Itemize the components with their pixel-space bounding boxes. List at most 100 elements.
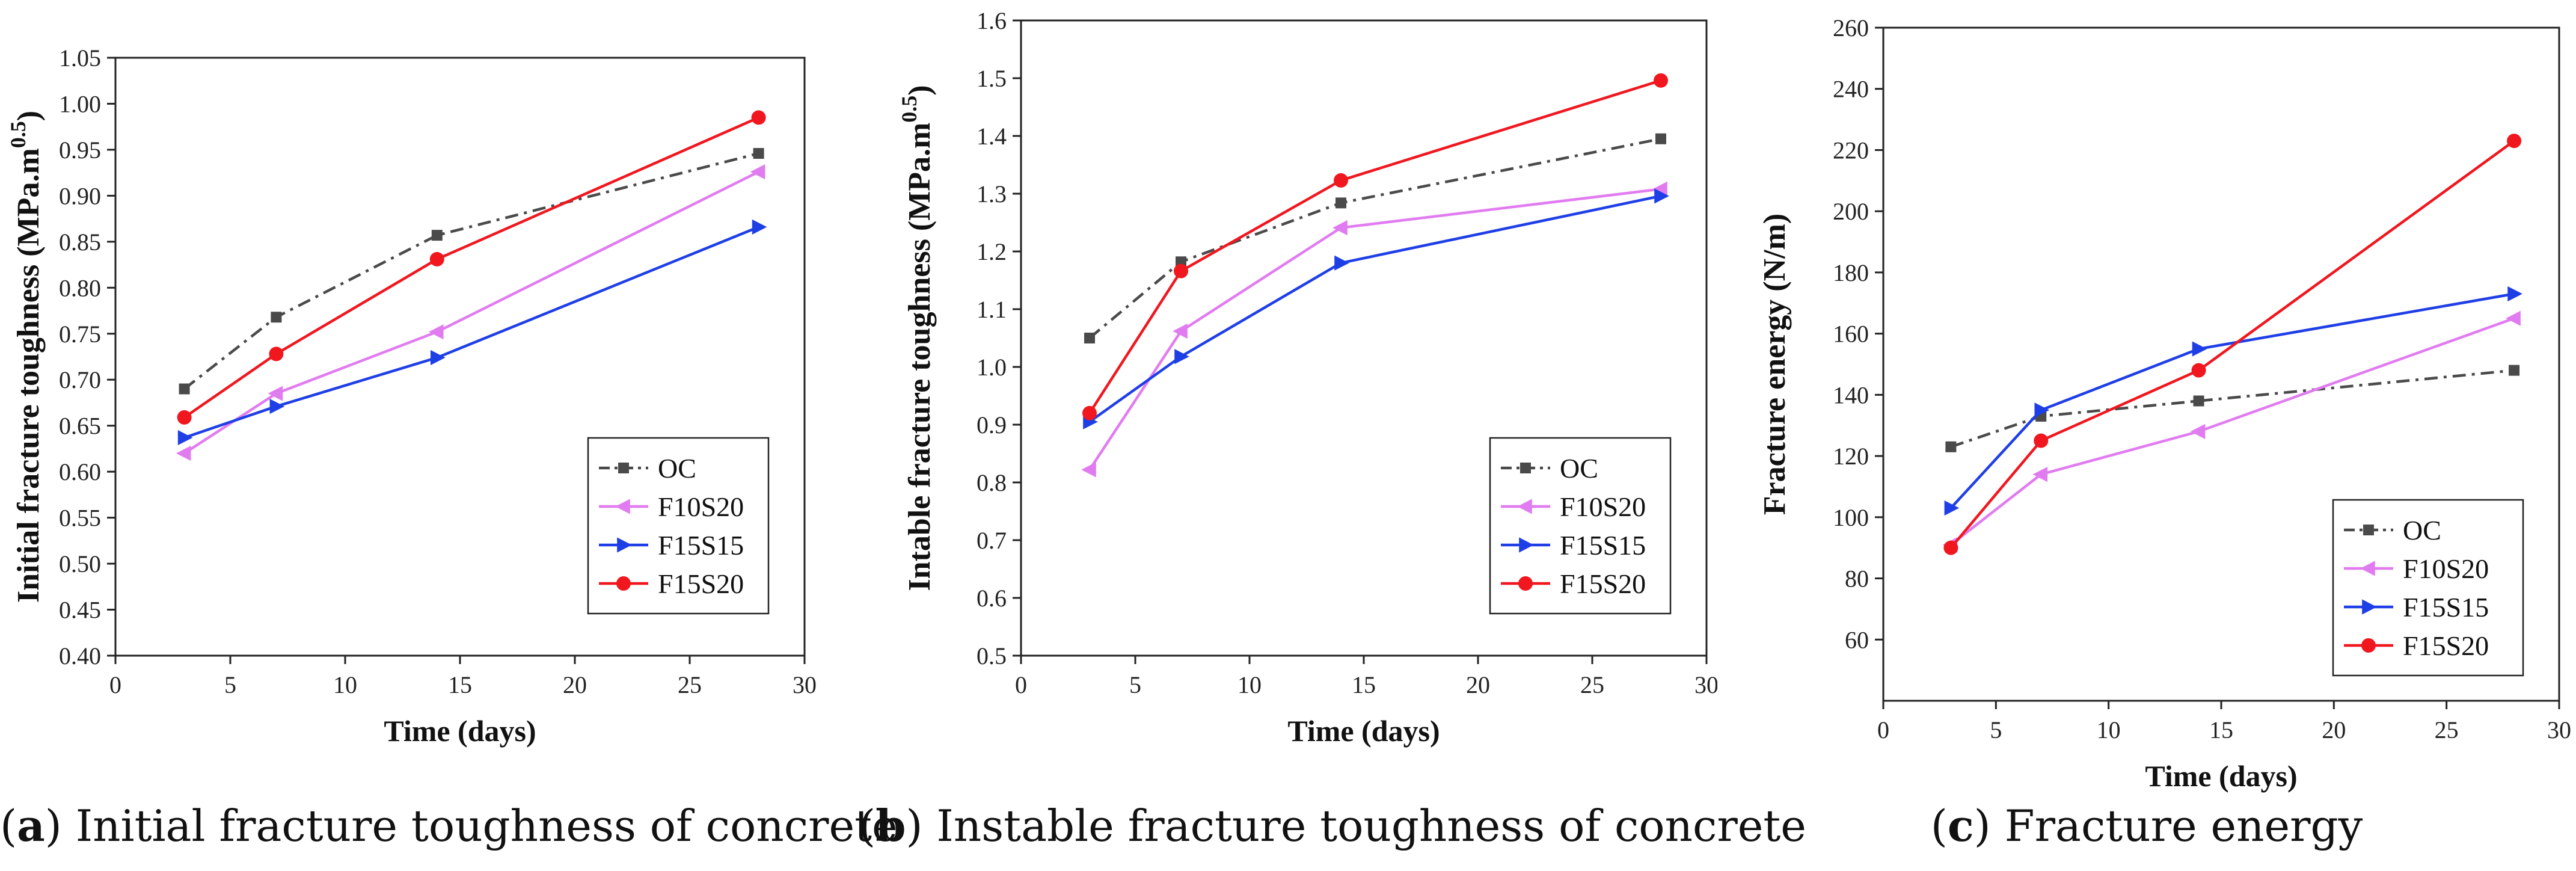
- legend-marker-f10s20: [615, 499, 630, 514]
- y-axis-title: Intable fracture toughness (MPa.m0.5): [897, 85, 937, 591]
- x-tick-label: 30: [2547, 716, 2571, 743]
- data-point-f15s20: [177, 410, 192, 425]
- y-tick-label: 0.75: [59, 321, 101, 348]
- legend: OC F10S20 F15S15 F15S20: [2332, 499, 2524, 677]
- y-tick-label: 240: [1833, 76, 1869, 103]
- data-point-f10s20: [1081, 462, 1096, 478]
- y-tick-label: 0.65: [59, 413, 101, 440]
- x-axis-title: Time (days): [2145, 759, 2297, 793]
- data-point-oc: [753, 148, 764, 159]
- data-point-oc: [179, 383, 190, 395]
- chart-instable-fracture-toughness: 0 5 10 15 20 25 30 0.5 0.6 0.7 0.8 0.9 1.0 1.1 1.2 1.3 1…: [897, 7, 1717, 748]
- y-tick-label: 0.8: [977, 469, 1007, 496]
- x-axis: 0 5 10 15 20 25 30: [109, 656, 817, 698]
- caption-c-text: Fracture energy: [1990, 801, 2363, 851]
- x-axis-title: Time (days): [384, 714, 536, 748]
- x-tick-label: 20: [563, 671, 587, 698]
- data-point-f15s15: [1174, 349, 1189, 365]
- series-f15s20: [177, 110, 766, 425]
- y-tick-label: 0.50: [59, 550, 101, 577]
- series-f10s20: [176, 164, 765, 461]
- y-axis-title-exponent: 0.5: [897, 96, 921, 123]
- x-tick-label: 15: [2209, 716, 2233, 743]
- y-axis: 0.5 0.6 0.7 0.8 0.9 1.0 1.1 1.2 1.3 1.4 1.5 1.6: [977, 7, 1021, 669]
- x-tick-label: 0: [1015, 671, 1027, 698]
- series-line-f15s15: [1088, 194, 1661, 423]
- data-point-oc: [1945, 441, 1957, 452]
- y-tick-label: 0.95: [59, 137, 101, 164]
- series-line-f15s20: [183, 116, 759, 419]
- data-point-f15s15: [1654, 188, 1669, 204]
- legend-marker-f15s15: [1519, 537, 1534, 553]
- series-oc: [179, 148, 764, 395]
- legend-label-f15s15: F15S15: [658, 530, 744, 561]
- series-line-f10s20: [1950, 317, 2515, 546]
- data-point-f15s20: [1174, 263, 1188, 279]
- y-tick-label: 0.5: [977, 642, 1007, 669]
- x-tick-label: 20: [2322, 716, 2346, 743]
- y-tick-label: 0.85: [59, 229, 101, 256]
- data-point-f15s15: [2034, 402, 2050, 418]
- chart-fracture-energy: 0 5 10 15 20 25 30 60 80 100 120 140 160 180 200 220 240…: [1758, 14, 2571, 793]
- series-line-oc: [183, 152, 759, 390]
- data-point-oc: [2193, 395, 2204, 407]
- y-tick-label: 1.5: [977, 65, 1007, 92]
- legend-marker-f15s15: [2362, 599, 2377, 615]
- series-line-f15s15: [183, 226, 759, 439]
- y-tick-label: 0.9: [977, 411, 1007, 439]
- series-f15s20: [1082, 73, 1668, 420]
- x-tick-label: 25: [678, 671, 702, 698]
- y-tick-label: 0.90: [59, 182, 101, 209]
- data-point-f15s15: [431, 349, 446, 366]
- data-point-f15s20: [1082, 405, 1097, 420]
- data-point-f10s20: [750, 164, 765, 180]
- data-point-f15s15: [269, 398, 285, 414]
- data-point-f10s20: [429, 324, 444, 340]
- legend-marker-f15s20: [2361, 638, 2376, 653]
- data-point-f15s20: [1943, 540, 1958, 555]
- data-point-oc: [2509, 365, 2520, 376]
- data-point-oc: [1655, 133, 1666, 144]
- y-tick-label: 0.40: [59, 642, 101, 669]
- legend: OC F10S20 F15S15 F15S20: [587, 437, 770, 615]
- legend-marker-f15s20: [616, 576, 631, 591]
- data-point-f15s20: [2191, 363, 2206, 378]
- x-tick-label: 30: [1694, 671, 1717, 698]
- series-oc: [1084, 133, 1666, 343]
- y-tick-label: 0.7: [977, 527, 1007, 554]
- y-tick-label: 1.0: [977, 354, 1007, 381]
- series-f15s15: [1944, 286, 2522, 516]
- x-tick-label: 25: [1580, 671, 1604, 698]
- series-f15s20: [1943, 134, 2522, 555]
- data-point-oc: [431, 230, 443, 241]
- y-axis-title-exponent: 0.5: [6, 121, 30, 148]
- y-tick-label: 0.70: [59, 366, 101, 393]
- data-point-f15s15: [2192, 341, 2207, 357]
- y-tick-label: 120: [1833, 443, 1869, 470]
- legend-label-f15s20: F15S20: [1560, 568, 1646, 599]
- caption-b-text: Instable fracture toughness of concrete: [922, 801, 1806, 851]
- data-point-f15s15: [752, 219, 767, 235]
- caption-c-label: c: [1947, 800, 1974, 851]
- series-line-f10s20: [1088, 188, 1661, 471]
- x-tick-label: 5: [1129, 671, 1141, 698]
- y-axis-title-main: Initial fracture toughness (MPa.m: [11, 148, 46, 603]
- data-point-f15s20: [1334, 173, 1348, 188]
- data-point-f10s20: [2190, 423, 2206, 439]
- x-tick-label: 25: [2435, 716, 2459, 743]
- y-axis-title-main: Intable fracture toughness (MPa.m: [903, 123, 937, 591]
- data-point-f15s15: [2507, 286, 2522, 302]
- y-axis-title: Fracture energy (N/m): [1758, 214, 1792, 516]
- series-line-f15s20: [1088, 79, 1661, 414]
- x-tick-label: 5: [1990, 716, 2002, 743]
- series-line-f15s15: [1949, 292, 2515, 509]
- legend-marker-oc: [2363, 525, 2374, 535]
- y-tick-label: 200: [1833, 198, 1869, 225]
- y-tick-label: 0.80: [59, 274, 101, 301]
- data-point-f10s20: [268, 386, 283, 401]
- y-tick-label: 1.00: [59, 90, 101, 117]
- legend-label-f15s15: F15S15: [1560, 530, 1646, 561]
- caption-a: (a) Initial fracture toughness of concre…: [0, 800, 898, 851]
- series-oc: [1945, 365, 2520, 452]
